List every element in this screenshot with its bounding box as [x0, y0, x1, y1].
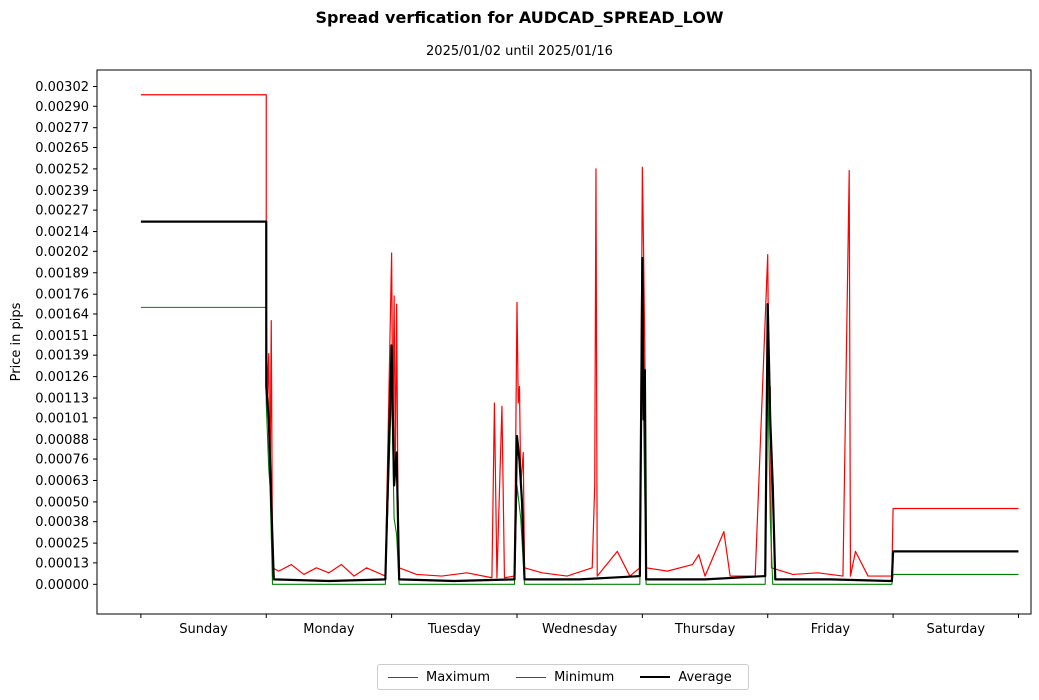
- y-tick-label: 0.00189: [35, 266, 89, 281]
- legend-swatch-average: [640, 676, 671, 678]
- y-tick-label: 0.00063: [35, 474, 89, 489]
- y-tick-label: 0.00139: [35, 349, 89, 364]
- legend-item-maximum: Maximum: [388, 670, 490, 685]
- y-tick-label: 0.00088: [35, 433, 89, 448]
- x-tick-label-monday: Monday: [303, 622, 355, 637]
- legend: Maximum Minimum Average: [377, 664, 749, 690]
- y-tick-label: 0.00239: [35, 184, 89, 199]
- y-tick-label: 0.00050: [35, 495, 89, 510]
- x-tick-label-thursday: Thursday: [674, 622, 736, 637]
- y-tick-label: 0.00013: [35, 556, 89, 571]
- y-tick-label: 0.00202: [35, 245, 89, 260]
- legend-swatch-minimum: [516, 676, 547, 678]
- y-tick-label: 0.00126: [35, 370, 89, 385]
- x-tick-label-friday: Friday: [811, 622, 851, 637]
- y-tick-label: 0.00101: [35, 411, 89, 426]
- x-axis: Sunday Monday Tuesday Wednesday Thursday Frid…: [140, 614, 1019, 637]
- y-tick-label: 0.00265: [35, 141, 89, 156]
- y-tick-label: 0.00164: [35, 307, 89, 322]
- x-tick-label-sunday: Sunday: [179, 622, 228, 637]
- series-line-maximum: [140, 94, 1019, 579]
- chart-title: Spread verfication for AUDCAD_SPREAD_LOW: [315, 8, 724, 27]
- y-tick-label: 0.00076: [35, 453, 89, 468]
- series-group: [140, 94, 1019, 585]
- series-line-average: [140, 220, 1019, 583]
- y-tick-label: 0.00000: [35, 578, 89, 593]
- plot-area-frame: [96, 69, 1032, 615]
- y-axis-label: Price in pips: [9, 302, 24, 381]
- y-tick-label: 0.00277: [35, 121, 89, 136]
- y-tick-label: 0.00302: [35, 80, 89, 95]
- legend-swatch-maximum: [388, 676, 418, 678]
- y-tick-label: 0.00227: [35, 204, 89, 219]
- x-tick-label-saturday: Saturday: [926, 622, 985, 637]
- legend-label-average: Average: [678, 669, 732, 685]
- y-axis: 0.00000 0.00013 0.00025 0.00038 0.00050 0.000…: [35, 80, 97, 593]
- legend-label-minimum: Minimum: [554, 669, 615, 685]
- legend-item-minimum: Minimum: [516, 670, 614, 685]
- y-tick-label: 0.00252: [35, 162, 89, 177]
- y-tick-label: 0.00176: [35, 288, 89, 303]
- y-tick-label: 0.00151: [35, 329, 89, 344]
- y-tick-label: 0.00290: [35, 100, 89, 115]
- y-tick-label: 0.00113: [35, 392, 89, 407]
- chart-subtitle: 2025/01/02 until 2025/01/16: [426, 44, 613, 59]
- y-tick-label: 0.00025: [35, 537, 89, 552]
- legend-label-maximum: Maximum: [426, 669, 491, 685]
- x-tick-label-wednesday: Wednesday: [542, 622, 618, 637]
- y-tick-label: 0.00038: [35, 515, 89, 530]
- x-tick-label-tuesday: Tuesday: [427, 622, 481, 637]
- y-tick-label: 0.00214: [35, 225, 89, 240]
- legend-item-average: Average: [640, 669, 732, 685]
